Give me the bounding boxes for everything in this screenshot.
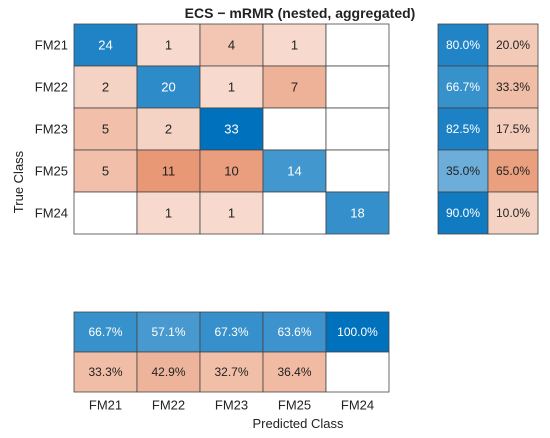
matrix-cell: [325, 107, 390, 151]
matrix-cell-value: 2: [102, 79, 109, 94]
matrix-cell-value: 4: [228, 37, 235, 52]
confusion-matrix: 24 1 4 12 20 1 75 2 335 11 10 141 1 18: [73, 23, 390, 235]
y-tick-label: FM25: [35, 163, 68, 178]
matrix-cell-value: 20: [161, 79, 175, 94]
column-summary-correct-value: 57.1%: [151, 325, 185, 339]
column-summary-correct-value: 66.7%: [88, 325, 122, 339]
matrix-cell-value: 14: [287, 163, 301, 178]
matrix-cell: [73, 191, 138, 235]
matrix-cell: [262, 23, 327, 67]
x-tick-label: FM23: [215, 397, 248, 412]
column-summary-correct-value: 100.0%: [337, 325, 378, 339]
row-summary-incorrect-cell: [487, 191, 539, 235]
column-summary-incorrect-cell: [199, 351, 264, 393]
matrix-cell: [199, 23, 264, 67]
matrix-cell: [199, 191, 264, 235]
row-summary-correct-cell: [437, 65, 489, 109]
row-summary-incorrect-cell: [487, 23, 539, 67]
matrix-cell: [73, 23, 138, 67]
matrix-cell-value: 5: [102, 163, 109, 178]
row-summary-incorrect-cell: [487, 107, 539, 151]
row-summary-correct-value: 80.0%: [446, 38, 480, 52]
matrix-cell: [325, 65, 390, 109]
y-tick-label: FM21: [35, 37, 68, 52]
chart-title: ECS − mRMR (nested, aggregated): [185, 5, 416, 21]
matrix-cell-value: 10: [224, 163, 238, 178]
x-tick-label: FM24: [341, 397, 374, 412]
y-tick-label: FM22: [35, 79, 68, 94]
row-summary-incorrect-cell: [487, 65, 539, 109]
matrix-cell-value: 1: [165, 37, 172, 52]
matrix-cell: [136, 23, 201, 67]
y-tick-labels: FM21 FM22 FM23 FM25 FM24: [35, 37, 68, 220]
column-summary-incorrect-cell: [73, 351, 138, 393]
matrix-cell: [73, 149, 138, 193]
column-summary: 66.7% 57.1% 67.3% 63.6% 100.0% 33.3% 42.9% 32.7…: [73, 311, 390, 393]
column-summary-incorrect-cell: [325, 351, 390, 393]
matrix-cell-value: 7: [291, 79, 298, 94]
matrix-cell: [325, 23, 390, 67]
x-tick-label: FM21: [89, 397, 122, 412]
matrix-cell: [199, 149, 264, 193]
matrix-cell: [262, 65, 327, 109]
row-summary-correct-value: 82.5%: [446, 122, 480, 136]
row-summary-correct-cell: [437, 23, 489, 67]
matrix-cell-value: 11: [162, 163, 176, 178]
row-summary-incorrect-value: 20.0%: [496, 38, 530, 52]
row-summary-correct-value: 66.7%: [446, 80, 480, 94]
row-summary-correct-value: 90.0%: [446, 206, 480, 220]
row-summary-incorrect-value: 17.5%: [496, 122, 530, 136]
x-tick-labels: FM21 FM22 FM23 FM25 FM24: [89, 397, 374, 412]
matrix-cell: [136, 191, 201, 235]
matrix-cell-value: 18: [350, 205, 364, 220]
matrix-cell: [262, 107, 327, 151]
matrix-cell-value: 1: [291, 37, 298, 52]
row-summary-incorrect-value: 33.3%: [496, 80, 530, 94]
column-summary-incorrect-cell: [136, 351, 201, 393]
matrix-cell: [136, 65, 201, 109]
row-summary-correct-cell: [437, 191, 489, 235]
matrix-cell: [325, 191, 390, 235]
column-summary-incorrect-value: 42.9%: [151, 365, 185, 379]
row-summary-correct-value: 35.0%: [446, 164, 480, 178]
column-summary-correct-cell: [73, 311, 138, 353]
matrix-cell-value: 1: [165, 205, 172, 220]
y-tick-label: FM24: [35, 205, 68, 220]
column-summary-correct-cell: [199, 311, 264, 353]
row-summary-correct-cell: [437, 149, 489, 193]
column-summary-incorrect-cell: [262, 351, 327, 393]
x-axis-label: Predicted Class: [252, 416, 344, 431]
column-summary-incorrect-value: 36.4%: [277, 365, 311, 379]
matrix-cell-value: 24: [98, 37, 112, 52]
row-summary-correct-cell: [437, 107, 489, 151]
column-summary-incorrect-value: 32.7%: [214, 365, 248, 379]
row-summary-incorrect-value: 10.0%: [496, 206, 530, 220]
column-summary-correct-cell: [325, 311, 390, 353]
x-tick-label: FM22: [152, 397, 185, 412]
column-summary-incorrect-value: 33.3%: [88, 365, 122, 379]
matrix-cell-value: 5: [102, 121, 109, 136]
column-summary-correct-value: 67.3%: [214, 325, 248, 339]
y-axis-label: True Class: [11, 150, 26, 213]
column-summary-correct-value: 63.6%: [277, 325, 311, 339]
row-summary: 80.0% 20.0% 66.7% 33.3% 82.5% 17.5% 35.0% 65.0%…: [437, 23, 539, 235]
y-tick-label: FM23: [35, 121, 68, 136]
matrix-cell-value: 2: [165, 121, 172, 136]
matrix-cell: [325, 149, 390, 193]
matrix-cell: [136, 107, 201, 151]
matrix-cell-value: 33: [224, 121, 238, 136]
x-tick-label: FM25: [278, 397, 311, 412]
row-summary-incorrect-value: 65.0%: [496, 164, 530, 178]
matrix-cell-value: 1: [228, 205, 235, 220]
row-summary-incorrect-cell: [487, 149, 539, 193]
matrix-cell-value: 1: [228, 79, 235, 94]
matrix-cell: [262, 191, 327, 235]
